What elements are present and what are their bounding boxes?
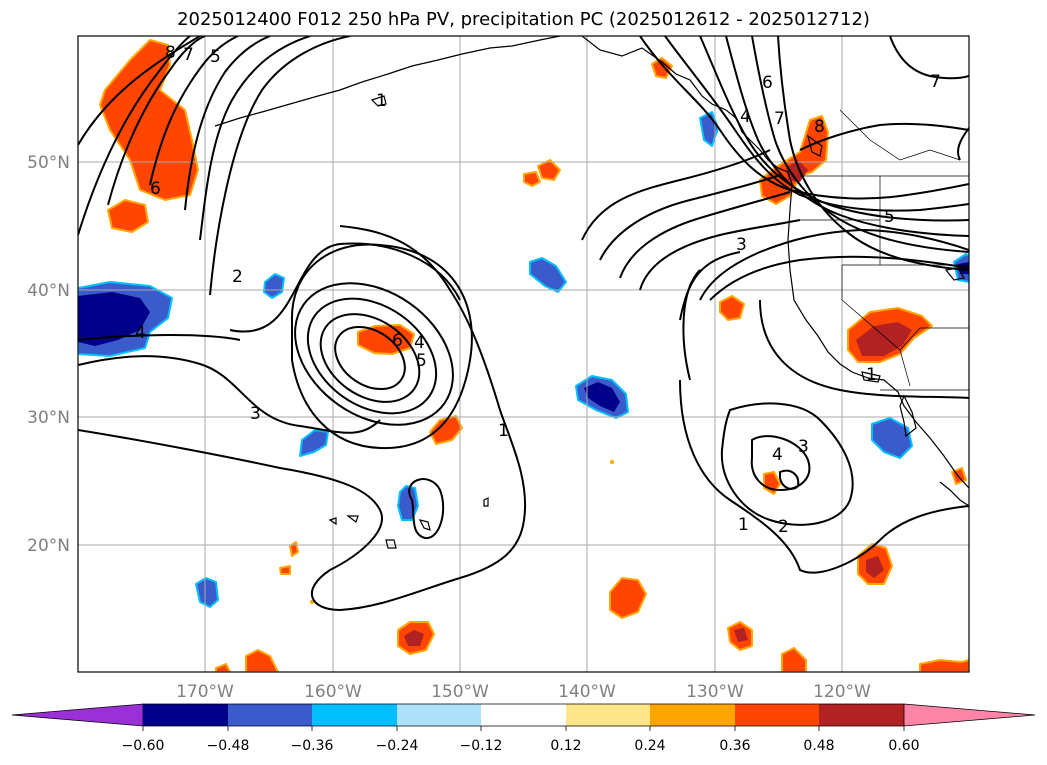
contour-label: 4: [135, 323, 146, 343]
contour-label: 6: [150, 179, 161, 199]
lat-label: 30°N: [27, 408, 70, 428]
colorbar-tick-label: −0.12: [460, 738, 503, 754]
colorbar-bin: [481, 704, 566, 726]
longitude-labels: 170°W 160°W 150°W 140°W 130°W 120°W: [176, 682, 871, 702]
colorbar-tick-label: 0.24: [634, 738, 665, 754]
graticule: [78, 36, 969, 672]
colorbar-extend-high: [903, 703, 1036, 727]
latitude-labels: 50°N 40°N 30°N 20°N: [27, 153, 70, 556]
contour-label: 7: [183, 45, 194, 65]
colorbar-tick-label: 0.48: [803, 738, 834, 754]
contour-label: 7: [774, 109, 785, 129]
precip-blob-west-blue: [78, 281, 173, 357]
contour-label: 3: [798, 437, 809, 457]
plot-frame: [77, 35, 970, 673]
contour-label: 1: [738, 515, 749, 535]
colorbar-bin: [566, 704, 650, 726]
contour-label: 8: [165, 43, 176, 63]
contour-label: 6: [392, 331, 403, 351]
colorbar: −0.60 −0.48 −0.36 −0.24 −0.12 0.12 0.24 …: [11, 703, 1036, 754]
contour-label: 5: [884, 207, 895, 227]
colorbar-tick-label: 0.12: [550, 738, 581, 754]
colorbar-bin: [228, 704, 312, 726]
contour-label: 7: [930, 72, 941, 92]
contour-label: 2: [778, 517, 789, 537]
contour-label: 3: [250, 404, 261, 424]
lon-label: 120°W: [813, 682, 871, 702]
colorbar-tick-label: 0.36: [719, 738, 750, 754]
precip-blob-nw: [99, 39, 199, 233]
colorbar-extend-low: [11, 703, 144, 727]
pv-contours: [78, 36, 969, 612]
colorbar-tick-label: −0.48: [207, 738, 250, 754]
colorbar-bin: [143, 704, 228, 726]
contour-label: 1: [376, 91, 387, 111]
coastlines: [214, 36, 969, 549]
contour-label: 3: [736, 235, 747, 255]
colorbar-bin: [650, 704, 735, 726]
contour-label: 8: [814, 117, 825, 137]
contour-label: 4: [740, 107, 751, 127]
colorbar-tick-label: 0.60: [888, 738, 919, 754]
contour-label: 1: [498, 421, 509, 441]
lon-label: 140°W: [558, 682, 616, 702]
map-title: 2025012400 F012 250 hPa PV, precipitatio…: [177, 9, 870, 30]
colorbar-bin: [312, 704, 397, 726]
contour-label: 5: [416, 351, 427, 371]
lon-label: 130°W: [686, 682, 744, 702]
contour-label: 5: [210, 47, 221, 67]
contour-label: 1: [866, 365, 877, 385]
contour-label: 4: [414, 333, 425, 353]
colorbar-bin: [819, 704, 904, 726]
colorbar-bin: [397, 704, 481, 726]
lon-label: 160°W: [304, 682, 362, 702]
lat-label: 50°N: [27, 153, 70, 173]
contour-labels: 8 7 5 6 2 3 4 4 5 1 1 2 4 3 3 1 6 7 8 4 …: [135, 43, 941, 537]
lon-label: 170°W: [176, 682, 234, 702]
colorbar-tick-label: −0.24: [376, 738, 419, 754]
colorbar-bin: [735, 704, 819, 726]
contour-label: 6: [762, 73, 773, 93]
lat-label: 40°N: [27, 281, 70, 301]
contour-label: 2: [232, 267, 243, 287]
lon-label: 150°W: [431, 682, 489, 702]
colorbar-tick-label: −0.60: [122, 738, 165, 754]
lat-label: 20°N: [27, 536, 70, 556]
contour-label: 4: [772, 445, 783, 465]
colorbar-tick-label: −0.36: [291, 738, 334, 754]
